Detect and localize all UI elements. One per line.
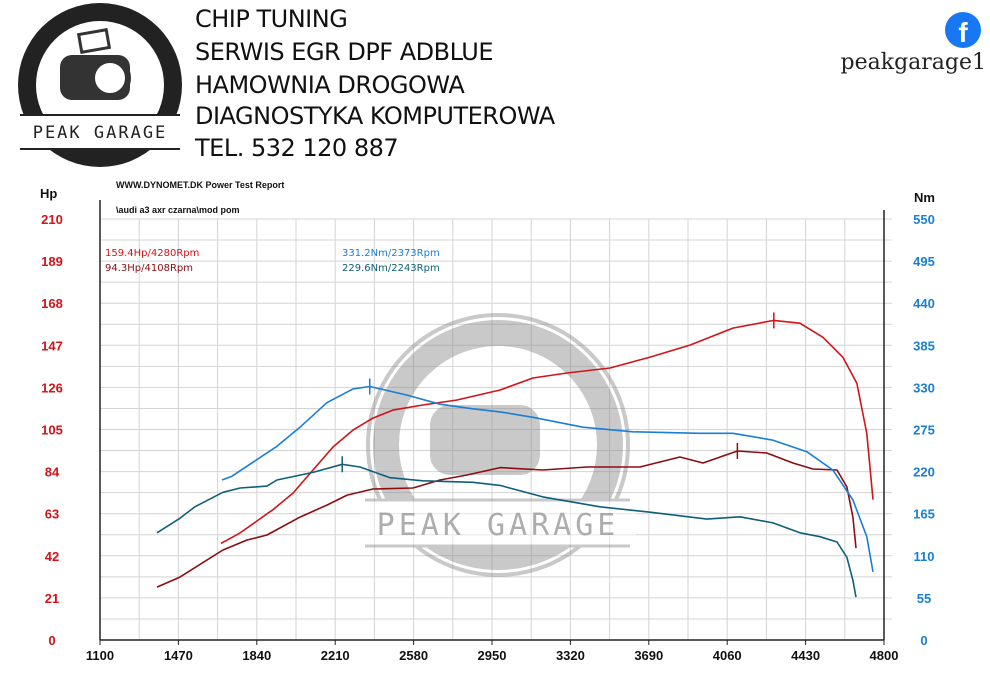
header-phone: TEL. 532 120 887 [195, 134, 399, 162]
grid [100, 218, 892, 640]
facebook-icon[interactable]: f [945, 12, 981, 48]
header-line-1: CHIP TUNING [195, 5, 348, 33]
y-left-tick-label: 0 [48, 633, 55, 648]
watermark-logo [360, 313, 636, 577]
y-left-tick-label: 147 [41, 338, 63, 353]
header-line-2: SERWIS EGR DPF ADBLUE [195, 38, 494, 66]
y-right-tick-label: 440 [913, 296, 935, 311]
annotation-peak-hp-tuned: 159.4Hp/4280Rpm [105, 248, 199, 259]
series-line-2 [221, 385, 874, 573]
x-tick-label: 4430 [791, 648, 820, 663]
y-left-tick-label: 105 [41, 423, 63, 438]
x-tick-label: 2950 [478, 648, 507, 663]
y-right-tick-label: 275 [913, 423, 935, 438]
annotation-peak-nm-stock: 229.6Nm/2243Rpm [342, 263, 440, 274]
x-tick-label: 1840 [242, 648, 271, 663]
series-line-1 [156, 450, 857, 588]
chart-title: WWW.DYNOMET.DK Power Test Report [116, 180, 284, 190]
y-right-tick-label: 550 [913, 212, 935, 227]
y-left-tick-label: 21 [45, 591, 59, 606]
y-right-tick-label: 385 [913, 338, 935, 353]
y-left-tick-label: 168 [41, 296, 63, 311]
x-tick-label: 2210 [321, 648, 350, 663]
x-tick-label: 1470 [164, 648, 193, 663]
chart-subtitle: \audi a3 axr czarna\mod pom [116, 205, 240, 215]
y-axis-left-label: Hp [40, 186, 57, 201]
y-left-tick-label: 42 [45, 549, 59, 564]
y-axis-right-label: Nm [914, 190, 935, 205]
x-tick-label: 1100 [86, 648, 114, 663]
annotation-peak-nm-tuned: 331.2Nm/2373Rpm [342, 248, 440, 259]
y-left-tick-label: 210 [41, 212, 63, 227]
y-left-tick-label: 63 [45, 507, 59, 522]
x-tick-label: 3320 [556, 648, 585, 663]
y-right-tick-label: 330 [913, 380, 935, 395]
annotation-peak-hp-stock: 94.3Hp/4108Rpm [105, 263, 193, 274]
header-line-4: DIAGNOSTYKA KOMPUTEROWA [195, 102, 555, 130]
y-left-tick-label: 84 [45, 465, 60, 480]
y-right-tick-label: 495 [913, 254, 935, 269]
x-tick-label: 4800 [870, 648, 899, 663]
x-tick-label: 3690 [634, 648, 663, 663]
facebook-name[interactable]: peakgarage1 [840, 50, 986, 75]
peak-garage-logo [8, 3, 192, 167]
y-right-tick-label: 0 [920, 633, 927, 648]
watermark-text: PEAK GARAGE [377, 508, 620, 543]
y-right-tick-label: 165 [913, 507, 935, 522]
x-tick-label: 4060 [713, 648, 742, 663]
y-right-tick-label: 55 [917, 591, 931, 606]
series-line-0 [220, 319, 874, 545]
logo-text: PEAK GARAGE [32, 123, 168, 143]
y-left-tick-label: 189 [41, 254, 63, 269]
y-right-tick-label: 220 [913, 465, 935, 480]
y-left-tick-label: 126 [41, 380, 63, 395]
x-tick-label: 2580 [399, 648, 428, 663]
header-line-3: HAMOWNIA DROGOWA [195, 71, 465, 99]
y-right-tick-label: 110 [914, 549, 935, 564]
series-line-3 [156, 463, 857, 598]
